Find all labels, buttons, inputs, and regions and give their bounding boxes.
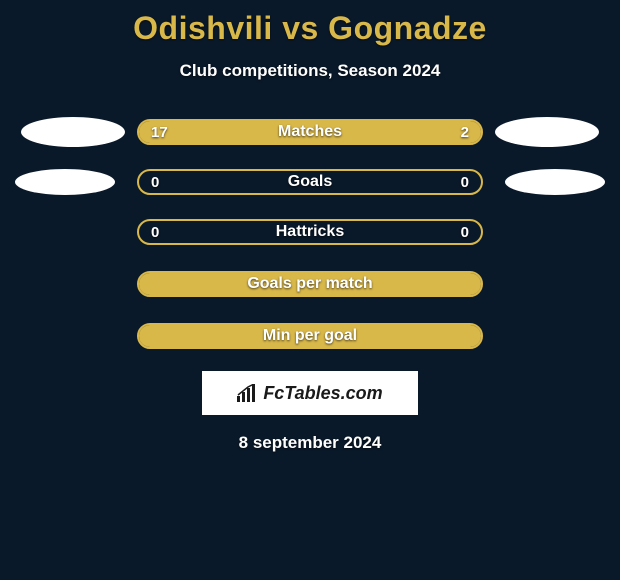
logo-text: FcTables.com — [263, 383, 382, 404]
stat-bar: 0 0Goals — [137, 169, 483, 195]
avatar-placeholder — [21, 269, 125, 299]
date-label: 8 september 2024 — [0, 433, 620, 453]
player-avatar-left — [15, 169, 115, 195]
stat-row: 0 0Goals — [0, 169, 620, 195]
stat-value-left: 0 — [151, 171, 159, 193]
site-logo: FcTables.com — [202, 371, 418, 415]
bar-fill-full — [139, 325, 481, 347]
stat-row: Min per goal — [0, 321, 620, 351]
chart-icon — [237, 384, 257, 402]
stat-row: 0 0Hattricks — [0, 217, 620, 247]
stat-bar: Goals per match — [137, 271, 483, 297]
avatar-placeholder — [495, 321, 599, 351]
stat-bar: Min per goal — [137, 323, 483, 349]
stat-value-right: 0 — [461, 221, 469, 243]
stat-value-right: 0 — [461, 171, 469, 193]
stat-value-left: 17 — [151, 121, 168, 143]
player-avatar-left — [21, 117, 125, 147]
bar-fill-full — [139, 273, 481, 295]
avatar-placeholder — [495, 217, 599, 247]
stat-bar: 0 0Hattricks — [137, 219, 483, 245]
stat-label: Hattricks — [139, 221, 481, 243]
player-avatar-right — [495, 117, 599, 147]
avatar-placeholder — [495, 269, 599, 299]
stat-label: Goals — [139, 171, 481, 193]
stat-row: 172Matches — [0, 117, 620, 147]
stat-value-right: 2 — [461, 121, 469, 143]
stat-row: Goals per match — [0, 269, 620, 299]
stats-area: 172Matches00Goals00HattricksGoals per ma… — [0, 117, 620, 351]
stat-bar: 172Matches — [137, 119, 483, 145]
page-subtitle: Club competitions, Season 2024 — [0, 61, 620, 81]
bar-fill-left — [139, 121, 399, 143]
avatar-placeholder — [21, 321, 125, 351]
stat-value-left: 0 — [151, 221, 159, 243]
page-title: Odishvili vs Gognadze — [0, 0, 620, 47]
avatar-placeholder — [21, 217, 125, 247]
player-avatar-right — [505, 169, 605, 195]
